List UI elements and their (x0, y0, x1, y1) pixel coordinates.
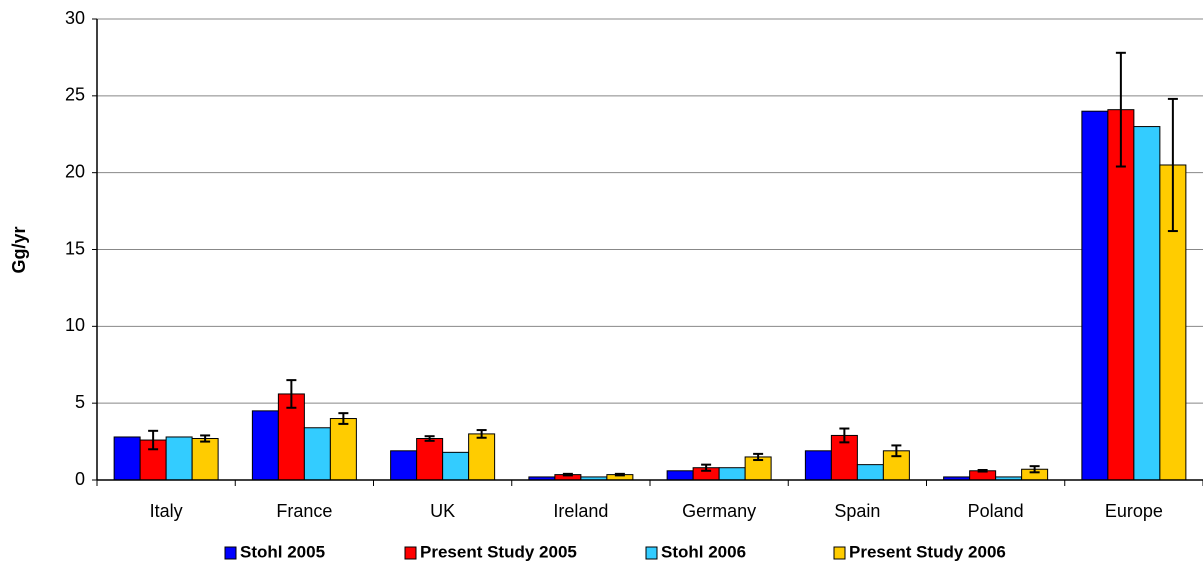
x-tick-label: Germany (682, 501, 756, 521)
error-bar (701, 463, 712, 472)
bar (718, 467, 746, 481)
y-tick-label: 0 (75, 469, 85, 489)
bar (804, 450, 832, 481)
x-tick-label: UK (430, 501, 455, 521)
legend-label: Stohl 2006 (661, 542, 746, 561)
error-bar (286, 379, 297, 409)
x-tick-label: Spain (834, 501, 880, 521)
y-tick-label: 10 (65, 315, 85, 335)
bar (468, 433, 496, 481)
error-bar (338, 412, 349, 425)
error-bar (562, 472, 573, 477)
error-bar (891, 444, 902, 458)
bar (113, 436, 141, 481)
error-bar (614, 472, 625, 477)
legend-swatch (833, 546, 846, 560)
x-tick-label: Europe (1105, 501, 1163, 521)
error-bar (1115, 51, 1126, 168)
x-tick-label: France (276, 501, 332, 521)
bar (442, 451, 470, 481)
legend-swatch (224, 546, 237, 560)
legend-label: Present Study 2006 (849, 542, 1006, 561)
bar (165, 436, 193, 481)
error-bar (476, 429, 487, 439)
error-bar (977, 469, 988, 473)
error-bar (148, 429, 159, 451)
bar (416, 438, 444, 481)
x-tick-label: Italy (150, 501, 183, 521)
bar (666, 470, 694, 481)
x-tick-label: Poland (968, 501, 1024, 521)
bar (1107, 109, 1135, 481)
bar (303, 427, 331, 481)
bar (856, 464, 884, 481)
legend-swatch (645, 546, 658, 560)
bar (191, 438, 219, 481)
bar (390, 450, 418, 481)
error-bar (200, 434, 211, 443)
bar (1081, 110, 1109, 481)
y-axis-label: Gg/yr (9, 226, 29, 273)
error-bar (1029, 465, 1040, 474)
error-bar (753, 452, 764, 462)
bar (329, 418, 357, 481)
legend-swatch (404, 546, 417, 560)
bar (251, 410, 279, 481)
error-bar (839, 427, 850, 444)
legend-label: Present Study 2005 (420, 542, 577, 561)
legend: Stohl 2005 Present Study 2005 Stohl 2006 Pr… (224, 542, 1006, 561)
error-bar (424, 435, 435, 442)
y-tick-label: 25 (65, 85, 85, 105)
y-tick-label: 15 (65, 238, 85, 258)
legend-label: Stohl 2005 (240, 542, 325, 561)
bar (1133, 126, 1161, 481)
y-tick-label: 30 (65, 8, 85, 28)
x-tick-label: Ireland (553, 501, 608, 521)
y-tick-label: 20 (65, 161, 85, 181)
error-bar (1167, 97, 1178, 233)
y-tick-label: 5 (75, 392, 85, 412)
